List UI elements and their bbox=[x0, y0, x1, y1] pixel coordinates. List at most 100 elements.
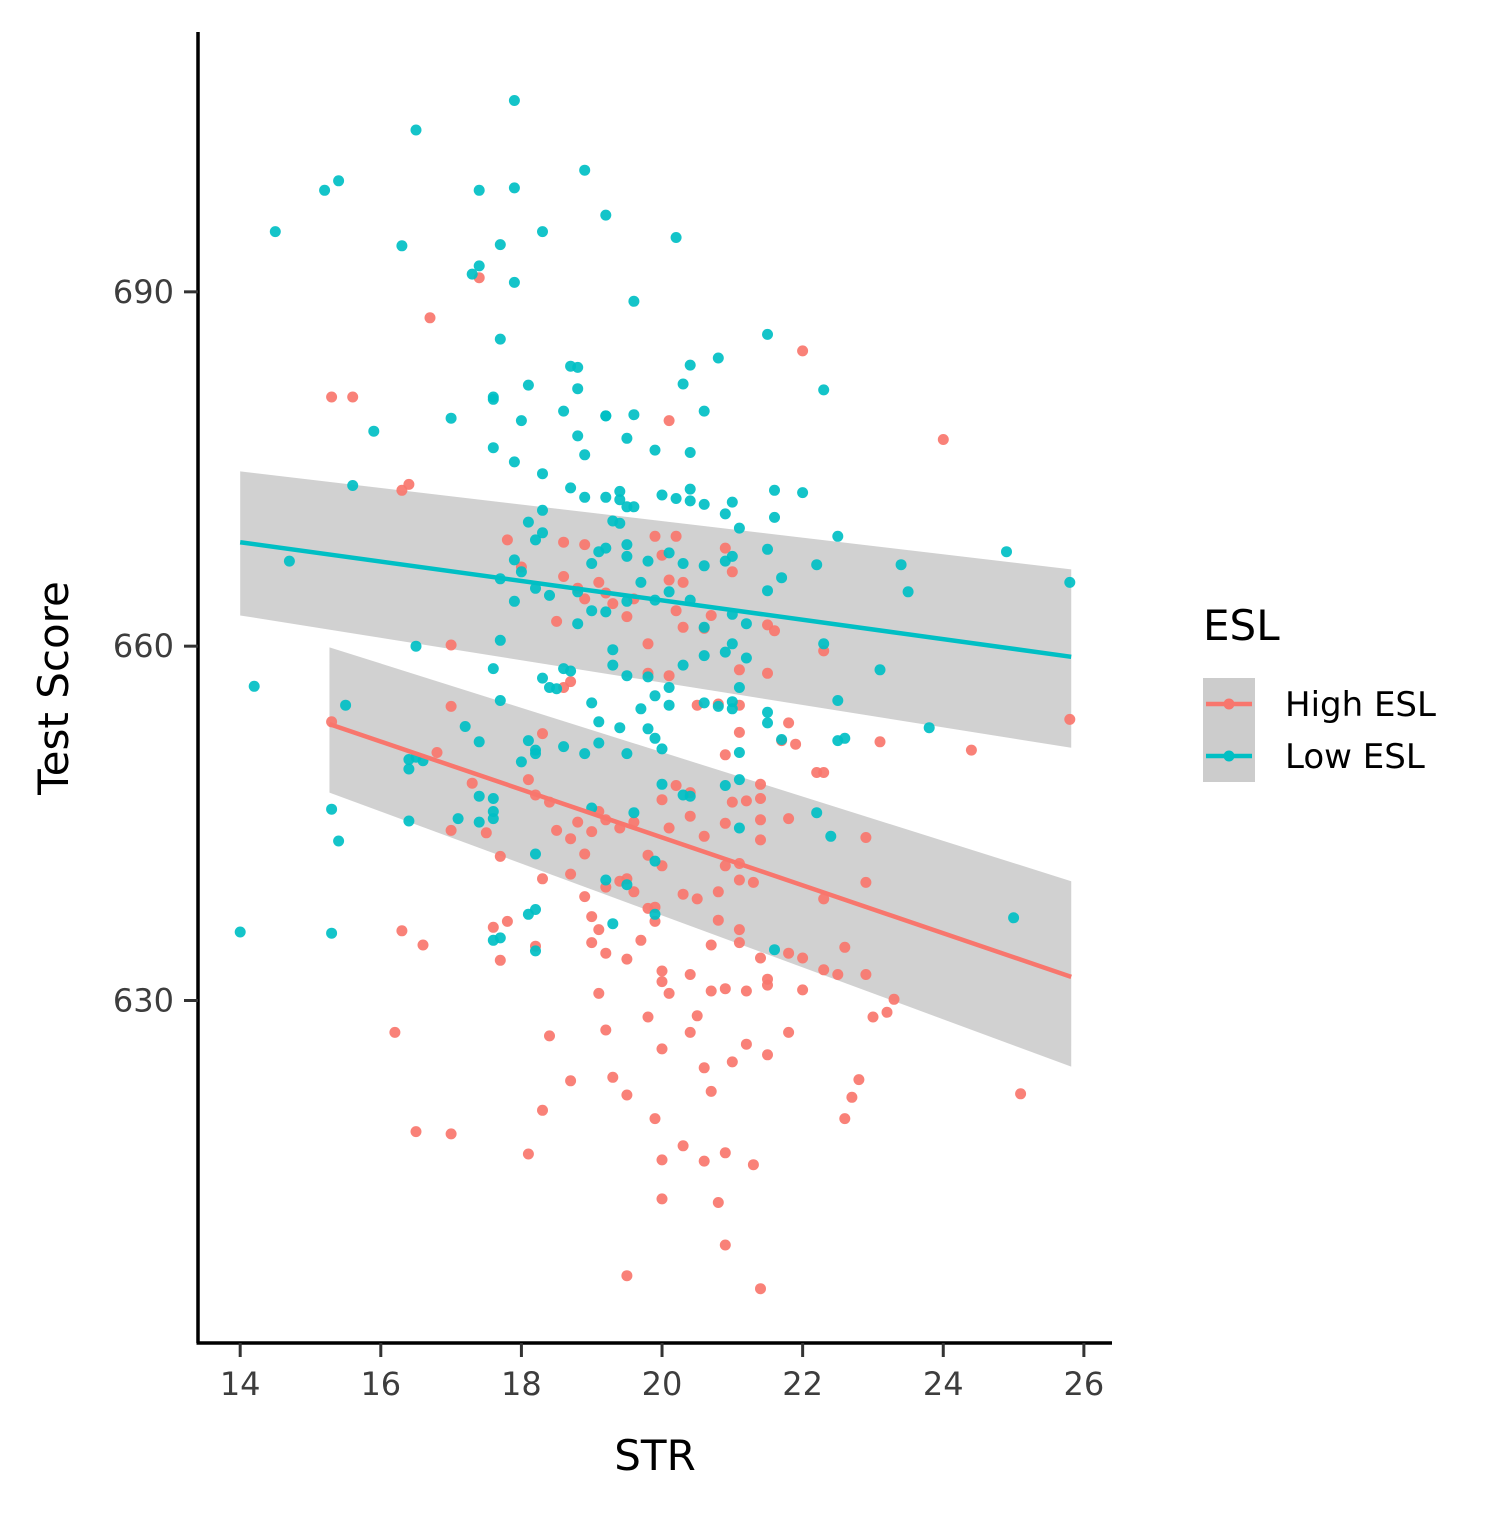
regression-lines bbox=[239, 539, 1072, 979]
data-point bbox=[593, 737, 605, 749]
data-point bbox=[551, 683, 563, 695]
series-low-esl bbox=[234, 95, 1076, 957]
data-point bbox=[1064, 576, 1076, 588]
data-point bbox=[600, 874, 612, 886]
data-point bbox=[684, 969, 696, 980]
data-point bbox=[593, 987, 605, 999]
data-point bbox=[881, 1006, 893, 1018]
data-point bbox=[762, 543, 773, 555]
data-point bbox=[698, 560, 710, 572]
data-point bbox=[762, 1049, 773, 1061]
data-point bbox=[663, 822, 675, 834]
data-point bbox=[649, 530, 661, 542]
data-point bbox=[755, 1283, 766, 1295]
legend-item-high-esl: High ESL bbox=[1203, 678, 1436, 730]
data-point bbox=[670, 530, 682, 542]
data-point bbox=[466, 777, 478, 789]
data-point bbox=[473, 184, 485, 196]
data-point bbox=[642, 723, 654, 735]
data-point bbox=[537, 226, 548, 238]
data-point bbox=[797, 984, 809, 996]
data-point bbox=[593, 546, 605, 558]
data-point bbox=[719, 508, 731, 520]
regression-line-low-esl bbox=[239, 539, 1072, 660]
data-point bbox=[776, 734, 788, 745]
data-point bbox=[818, 893, 830, 905]
data-point bbox=[712, 700, 724, 712]
data-point bbox=[487, 806, 499, 817]
data-point bbox=[677, 378, 689, 390]
data-point bbox=[544, 1030, 555, 1042]
data-point bbox=[705, 939, 717, 951]
data-point bbox=[537, 1104, 548, 1116]
data-point bbox=[586, 558, 598, 569]
data-point bbox=[698, 405, 710, 417]
data-point bbox=[755, 814, 766, 826]
data-point bbox=[762, 717, 773, 729]
data-point bbox=[712, 914, 724, 926]
data-point bbox=[635, 703, 647, 715]
data-point bbox=[712, 886, 724, 898]
data-point bbox=[473, 736, 485, 748]
x-tick-label: 26 bbox=[1064, 1365, 1105, 1403]
data-point bbox=[586, 697, 598, 709]
data-point bbox=[663, 415, 675, 427]
data-point bbox=[522, 516, 534, 528]
data-point bbox=[811, 807, 823, 819]
data-point bbox=[579, 848, 591, 860]
data-point bbox=[445, 824, 457, 836]
data-point bbox=[515, 415, 527, 427]
data-point bbox=[558, 405, 570, 417]
data-point bbox=[719, 860, 731, 872]
data-point bbox=[860, 832, 872, 843]
data-point bbox=[621, 595, 633, 607]
data-point bbox=[565, 833, 577, 845]
data-point bbox=[445, 412, 457, 424]
data-point bbox=[340, 699, 352, 711]
data-point bbox=[487, 393, 499, 405]
data-point bbox=[726, 703, 738, 715]
data-point bbox=[860, 969, 872, 980]
data-point bbox=[769, 944, 780, 956]
data-point bbox=[530, 534, 541, 546]
data-point bbox=[733, 874, 745, 886]
data-point bbox=[537, 468, 548, 480]
data-point bbox=[832, 969, 844, 980]
data-point bbox=[628, 295, 640, 307]
data-point bbox=[663, 682, 675, 693]
x-tick-label: 20 bbox=[642, 1365, 683, 1403]
data-point bbox=[649, 908, 661, 920]
data-point bbox=[762, 667, 773, 679]
x-tick-label: 22 bbox=[782, 1365, 823, 1403]
data-point bbox=[649, 690, 661, 702]
data-point bbox=[733, 747, 745, 758]
data-point bbox=[797, 952, 809, 964]
data-point bbox=[537, 873, 548, 885]
data-point bbox=[501, 534, 513, 546]
data-point bbox=[466, 268, 478, 280]
data-point bbox=[621, 550, 633, 562]
data-point bbox=[508, 595, 520, 607]
data-point bbox=[403, 754, 415, 765]
data-point bbox=[326, 927, 338, 939]
data-point bbox=[579, 891, 591, 903]
data-point bbox=[593, 716, 605, 728]
data-point bbox=[515, 566, 527, 578]
data-point bbox=[494, 850, 506, 862]
data-point bbox=[368, 425, 380, 437]
data-point bbox=[628, 501, 640, 513]
data-point bbox=[572, 430, 584, 442]
data-point bbox=[762, 328, 773, 340]
data-point bbox=[797, 345, 809, 357]
data-point bbox=[473, 260, 485, 272]
data-point bbox=[600, 410, 612, 422]
data-point bbox=[1001, 546, 1012, 558]
data-point bbox=[663, 574, 675, 586]
data-point bbox=[248, 680, 260, 692]
data-point bbox=[747, 876, 759, 888]
data-point bbox=[445, 639, 457, 651]
data-point bbox=[494, 695, 506, 706]
data-point bbox=[621, 539, 633, 551]
data-point bbox=[684, 447, 696, 458]
data-point bbox=[719, 749, 731, 761]
